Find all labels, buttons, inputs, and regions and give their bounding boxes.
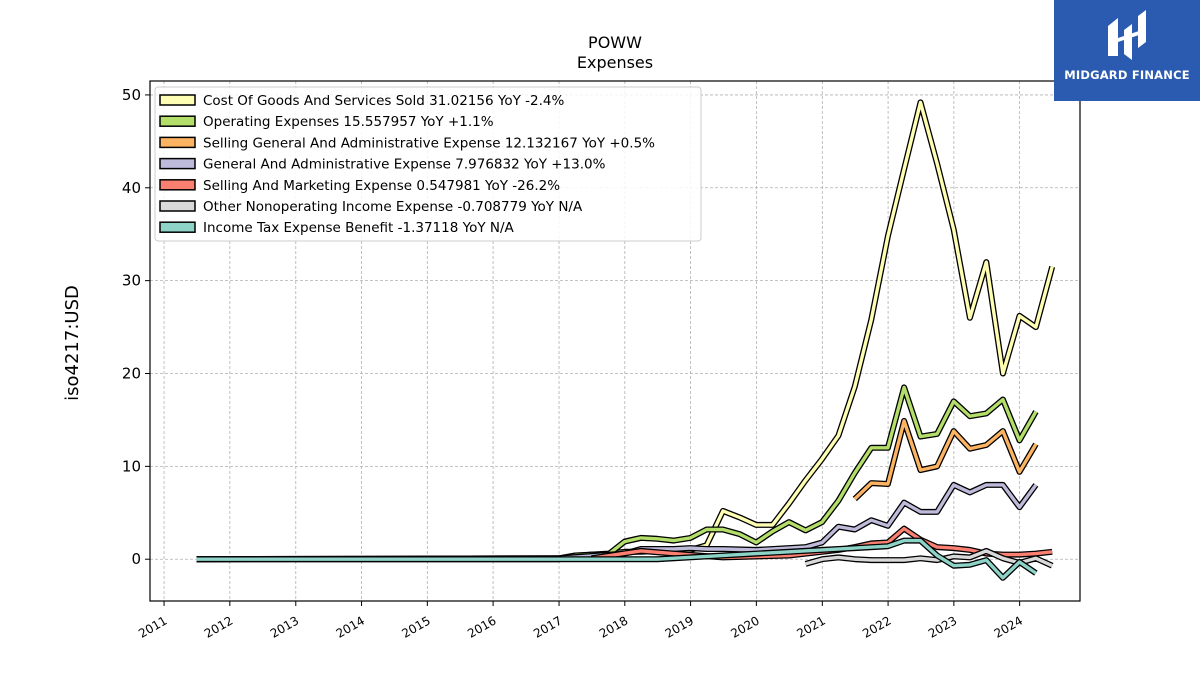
y-tick-label: 20 bbox=[122, 365, 141, 383]
y-tick-label: 50 bbox=[122, 86, 141, 104]
legend-swatch bbox=[159, 136, 196, 149]
legend-entry: Selling General And Administrative Expen… bbox=[203, 135, 655, 151]
series-stroke bbox=[853, 419, 1038, 501]
midgard-finance-logo: MIDGARD FINANCE bbox=[1054, 0, 1200, 101]
y-tick-label: 0 bbox=[131, 550, 141, 568]
legend-swatch bbox=[159, 157, 196, 170]
legend: Cost Of Goods And Services Sold 31.02156… bbox=[154, 86, 702, 242]
logo-text: MIDGARD FINANCE bbox=[1064, 68, 1190, 82]
y-tick-label: 40 bbox=[122, 179, 141, 197]
legend-swatch bbox=[159, 115, 196, 127]
series-lines bbox=[196, 99, 1056, 581]
y-tick-label: 10 bbox=[122, 457, 141, 475]
series-stroke bbox=[805, 549, 1053, 568]
legend-swatch bbox=[159, 94, 196, 106]
series-line-5 bbox=[804, 547, 1054, 569]
series-line-6 bbox=[196, 537, 1038, 581]
legend-entry: Income Tax Expense Benefit -1.37118 YoY … bbox=[203, 220, 515, 236]
legend-swatch bbox=[159, 179, 196, 191]
y-axis-label: iso4217:USD bbox=[62, 285, 83, 401]
legend-swatch bbox=[159, 221, 196, 233]
series-line-3 bbox=[196, 481, 1039, 563]
plot-frame bbox=[149, 80, 1081, 602]
legend-box bbox=[154, 86, 702, 242]
series-stroke bbox=[196, 538, 1037, 580]
legend-entry: Other Nonoperating Income Expense -0.708… bbox=[203, 199, 583, 215]
y-ticks: 0 10 20 30 40 50 bbox=[122, 86, 150, 568]
chart-title: POWW bbox=[588, 33, 642, 52]
y-tick-label: 30 bbox=[122, 272, 141, 290]
logo-mark-icon bbox=[1108, 10, 1146, 60]
chart-subtitle: Expenses bbox=[577, 53, 653, 72]
legend-entry: Cost Of Goods And Services Sold 31.02156… bbox=[203, 93, 564, 109]
legend-swatch bbox=[159, 200, 196, 212]
series-line-1 bbox=[196, 384, 1039, 563]
series-line-2 bbox=[852, 417, 1039, 502]
legend-entry: Selling And Marketing Expense 0.547981 Y… bbox=[203, 178, 560, 194]
legend-entry: General And Administrative Expense 7.976… bbox=[203, 157, 606, 173]
series-stroke bbox=[196, 385, 1038, 561]
series-stroke bbox=[196, 483, 1038, 561]
legend-entry: Operating Expenses 15.557957 YoY +1.1% bbox=[203, 114, 494, 130]
